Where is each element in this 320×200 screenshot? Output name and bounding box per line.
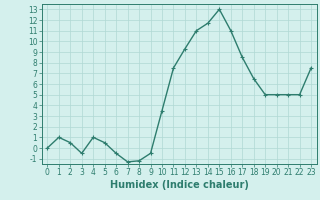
X-axis label: Humidex (Indice chaleur): Humidex (Indice chaleur) xyxy=(110,180,249,190)
